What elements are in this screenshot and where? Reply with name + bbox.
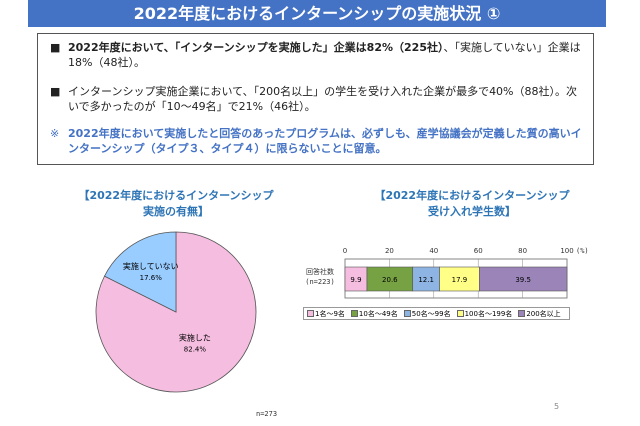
bar-data-label: 12.1 xyxy=(418,276,434,284)
note-text: 2022年度において実施したと回答のあったプログラムは、必ずしも、産学協議会が定… xyxy=(68,127,582,155)
legend-item: 10名～49名 xyxy=(350,309,398,319)
legend-swatch xyxy=(518,310,526,317)
pie-chart-title: 【2022年度におけるインターンシップ 実施の有無】 xyxy=(56,188,296,220)
legend-item: 200名以上 xyxy=(518,309,561,319)
x-tick-label: 100 xyxy=(560,247,573,255)
bar-category-label: 回答社数 (n=223) xyxy=(298,267,342,287)
bar-legend: 1名～9名 10名～49名 50名～99名 100名～199名 200名以上 xyxy=(303,307,570,320)
legend-item: 50名～99名 xyxy=(403,309,451,319)
x-tick-label: 80 xyxy=(518,247,527,255)
legend-swatch xyxy=(403,310,411,317)
bar-segment xyxy=(479,266,568,292)
bar-segment xyxy=(439,266,480,292)
bullet-2: ■ インターンシップ実施企業において、「200名以上」の学生を受け入れた企業が最多… xyxy=(50,84,583,114)
bar-data-label: 20.6 xyxy=(382,276,398,284)
pie-title-line1: 【2022年度におけるインターンシップ xyxy=(78,189,274,202)
x-tick-label: 0 xyxy=(343,247,347,255)
pie-slice-value: 17.6% xyxy=(140,274,163,282)
summary-box: ■ 2022年度において、「インターンシップを実施した」企業は82%（225社）、… xyxy=(37,33,594,165)
bar-chart-title: 【2022年度におけるインターンシップ 受け入れ学生数】 xyxy=(352,188,592,220)
legend-label: 1名～9名 xyxy=(315,309,345,318)
pie-slice-value: 82.4% xyxy=(184,346,207,354)
pie-slice-label: 実施していない xyxy=(123,261,179,271)
legend-swatch xyxy=(307,310,314,317)
legend-item: 1名～9名 xyxy=(307,309,345,319)
legend-label: 50名～99名 xyxy=(411,309,451,318)
legend-item: 100名～199名 xyxy=(456,309,513,319)
page-number: 5 xyxy=(554,402,560,411)
legend-label: 200名以上 xyxy=(526,309,561,318)
category-sub: (n=223) xyxy=(305,278,335,286)
pie-slice xyxy=(103,231,177,313)
legend-label: 10名～49名 xyxy=(358,309,398,318)
pie-n-note: n=273 xyxy=(256,410,278,418)
bar-title-line1: 【2022年度におけるインターンシップ xyxy=(374,189,570,202)
category-name: 回答社数 xyxy=(306,268,334,276)
bar-data-label: 39.5 xyxy=(515,276,531,284)
legend-label: 100名～199名 xyxy=(464,309,513,318)
bar-data-label: 17.9 xyxy=(452,276,468,284)
bar-data-label: 9.9 xyxy=(350,276,361,284)
x-tick-label: 60 xyxy=(474,247,483,255)
x-tick-label: 20 xyxy=(385,247,394,255)
note-marker: ※ xyxy=(50,127,60,140)
pie-slice-label: 実施した xyxy=(179,333,211,343)
page-title: 2022年度におけるインターンシップの実施状況 ① xyxy=(28,0,606,27)
bar-title-line2: 受け入れ学生数】 xyxy=(428,205,516,218)
note: ※ 2022年度において実施したと回答のあったプログラムは、必ずしも、産学協議会が… xyxy=(50,126,583,156)
bar-segment xyxy=(366,266,414,292)
legend-swatch xyxy=(350,310,358,317)
axis-unit: (%) xyxy=(576,247,589,255)
bullet-1-bold: 2022年度において、「インターンシップを実施した」企業は82%（225社） xyxy=(68,41,444,54)
x-tick-label: 40 xyxy=(429,247,438,255)
bullet-2-text: インターンシップ実施企業において、「200名以上」の学生を受け入れた企業が最多で… xyxy=(68,85,578,113)
pie-title-line2: 実施の有無】 xyxy=(143,205,209,218)
bullet-1-rest: 、「実施していない」企業は18%（48社）。 xyxy=(68,41,581,69)
bullet-marker: ■ xyxy=(50,85,61,98)
legend-swatch xyxy=(456,310,464,317)
bullet-1: ■ 2022年度において、「インターンシップを実施した」企業は82%（225社）、… xyxy=(50,40,583,70)
bullet-marker: ■ xyxy=(50,41,61,54)
